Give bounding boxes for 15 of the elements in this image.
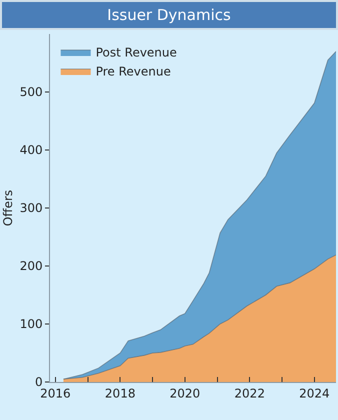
y-axis-title: Offers [0, 190, 15, 226]
y-tick-label: 200 [20, 259, 43, 274]
x-tick-label: 2024 [299, 386, 330, 400]
y-tick-label: 500 [20, 85, 43, 100]
y-tick-label: 0 [34, 375, 43, 390]
legend-label: Pre Revenue [96, 64, 171, 79]
x-tick-label: 2020 [170, 386, 200, 400]
chart-title: Issuer Dynamics [0, 0, 338, 30]
x-tick-label: 2018 [104, 386, 136, 400]
x-tick-label: 2016 [40, 386, 71, 400]
y-tick-label: 400 [20, 143, 43, 158]
x-tick-label: 2022 [234, 386, 265, 400]
y-tick-label: 300 [20, 201, 43, 216]
y-tick-label: 100 [20, 317, 43, 332]
legend-label: Post Revenue [96, 46, 177, 60]
